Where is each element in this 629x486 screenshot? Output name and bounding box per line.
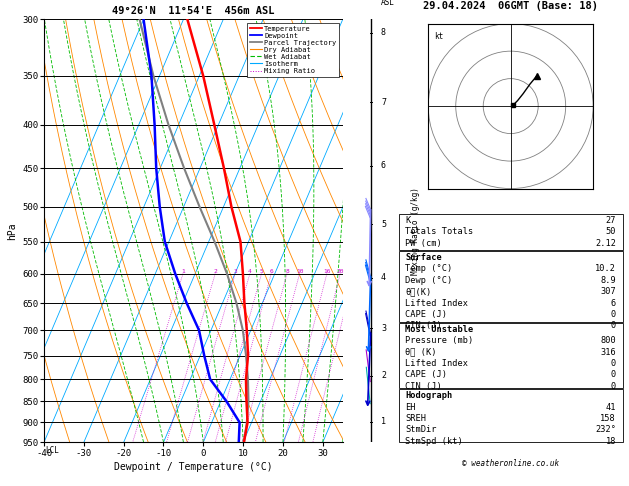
Text: Pressure (mb): Pressure (mb) xyxy=(406,336,474,345)
Text: LCL: LCL xyxy=(45,446,59,455)
Text: 1: 1 xyxy=(181,269,185,274)
Text: EH: EH xyxy=(406,402,416,412)
Text: 6: 6 xyxy=(381,161,386,170)
Text: 50: 50 xyxy=(606,227,616,237)
Text: 0: 0 xyxy=(611,359,616,368)
X-axis label: Dewpoint / Temperature (°C): Dewpoint / Temperature (°C) xyxy=(114,462,273,472)
Text: Temp (°C): Temp (°C) xyxy=(406,264,453,273)
Text: 6: 6 xyxy=(611,298,616,308)
Text: Hodograph: Hodograph xyxy=(406,391,453,400)
Text: Most Unstable: Most Unstable xyxy=(406,325,474,334)
Text: 20: 20 xyxy=(337,269,344,274)
Text: StmDir: StmDir xyxy=(406,425,437,434)
Text: Dewp (°C): Dewp (°C) xyxy=(406,276,453,285)
Legend: Temperature, Dewpoint, Parcel Trajectory, Dry Adiabat, Wet Adiabat, Isotherm, Mi: Temperature, Dewpoint, Parcel Trajectory… xyxy=(247,23,339,77)
Text: 7: 7 xyxy=(381,98,386,107)
Text: 2: 2 xyxy=(381,371,386,381)
Text: 10: 10 xyxy=(296,269,303,274)
Text: CAPE (J): CAPE (J) xyxy=(406,370,447,380)
Bar xyxy=(399,323,623,388)
Y-axis label: hPa: hPa xyxy=(7,222,17,240)
Text: CIN (J): CIN (J) xyxy=(406,321,442,330)
Bar xyxy=(399,389,623,442)
Text: 1: 1 xyxy=(381,417,386,426)
Text: StmSpd (kt): StmSpd (kt) xyxy=(406,437,463,446)
Text: 41: 41 xyxy=(606,402,616,412)
Text: K: K xyxy=(406,216,411,225)
Text: 0: 0 xyxy=(611,310,616,319)
Text: 0: 0 xyxy=(611,382,616,391)
Text: Mixing Ratio (g/kg): Mixing Ratio (g/kg) xyxy=(411,187,420,275)
Bar xyxy=(399,251,623,322)
Text: 0: 0 xyxy=(611,370,616,380)
Text: 5: 5 xyxy=(260,269,264,274)
Text: 2: 2 xyxy=(213,269,217,274)
Text: 232°: 232° xyxy=(595,425,616,434)
Text: PW (cm): PW (cm) xyxy=(406,239,442,248)
Text: Lifted Index: Lifted Index xyxy=(406,359,469,368)
Text: 29.04.2024  06GMT (Base: 18): 29.04.2024 06GMT (Base: 18) xyxy=(423,1,598,11)
Text: © weatheronline.co.uk: © weatheronline.co.uk xyxy=(462,459,559,468)
Text: CIN (J): CIN (J) xyxy=(406,382,442,391)
Text: 4: 4 xyxy=(381,274,386,282)
Text: SREH: SREH xyxy=(406,414,426,423)
Title: 49°26'N  11°54'E  456m ASL: 49°26'N 11°54'E 456m ASL xyxy=(112,6,275,16)
Text: 3: 3 xyxy=(233,269,237,274)
Text: Lifted Index: Lifted Index xyxy=(406,298,469,308)
Text: θᴄ(K): θᴄ(K) xyxy=(406,287,431,296)
Text: 2.12: 2.12 xyxy=(595,239,616,248)
Bar xyxy=(399,214,623,250)
Text: km
ASL: km ASL xyxy=(381,0,395,7)
Text: 16: 16 xyxy=(323,269,331,274)
Text: 5: 5 xyxy=(381,220,386,228)
Text: 18: 18 xyxy=(606,437,616,446)
Text: 316: 316 xyxy=(600,347,616,357)
Text: Totals Totals: Totals Totals xyxy=(406,227,474,237)
Text: Surface: Surface xyxy=(406,253,442,262)
Text: 307: 307 xyxy=(600,287,616,296)
Text: 158: 158 xyxy=(600,414,616,423)
Text: 3: 3 xyxy=(381,324,386,332)
Text: 800: 800 xyxy=(600,336,616,345)
Text: 6: 6 xyxy=(269,269,273,274)
Text: 10.2: 10.2 xyxy=(595,264,616,273)
Text: CAPE (J): CAPE (J) xyxy=(406,310,447,319)
Text: 8: 8 xyxy=(381,28,386,37)
Text: θᴄ (K): θᴄ (K) xyxy=(406,347,437,357)
Text: 8.9: 8.9 xyxy=(600,276,616,285)
Text: 8: 8 xyxy=(285,269,289,274)
Text: 27: 27 xyxy=(606,216,616,225)
Text: 4: 4 xyxy=(248,269,252,274)
Text: 0: 0 xyxy=(611,321,616,330)
